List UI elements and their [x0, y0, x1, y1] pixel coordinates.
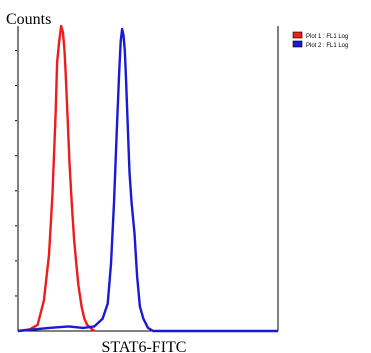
- legend-label-plot-1: Plot 1 : FL1 Log: [306, 34, 348, 40]
- legend-label-plot-2: Plot 2 : FL1 Log: [306, 43, 348, 49]
- x-axis-title: STAT6-FITC: [102, 339, 187, 353]
- legend: Plot 1 : FL1 Log Plot 2 : FL1 Log: [292, 31, 348, 49]
- legend-swatch-plot-1: [292, 31, 303, 39]
- plot-area: [15, 24, 279, 333]
- y-ticks: [15, 50, 17, 297]
- series-line-plot-1: [17, 24, 96, 333]
- series-group: [17, 24, 278, 333]
- series-line-plot-2: [17, 27, 278, 333]
- legend-swatch-plot-2: [292, 40, 303, 48]
- y-axis-title: Counts: [6, 11, 51, 28]
